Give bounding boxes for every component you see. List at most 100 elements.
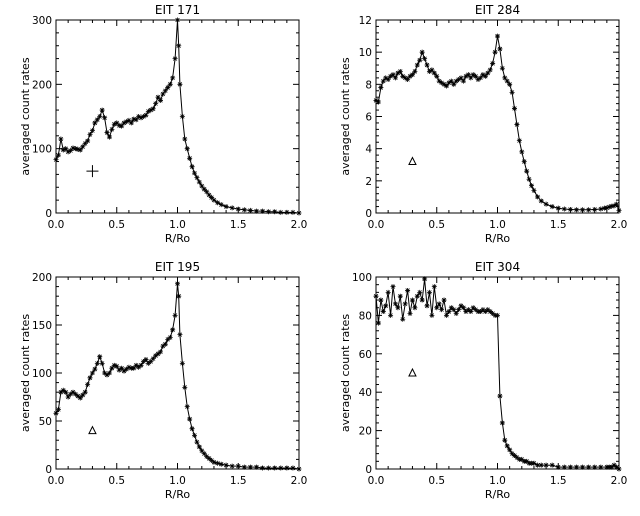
data-point-marker [388, 312, 394, 318]
data-point-marker [229, 205, 235, 211]
data-point-marker [383, 303, 389, 309]
x-axis-label: R/Ro [165, 488, 190, 501]
data-point-marker [77, 147, 83, 153]
data-point-marker [189, 426, 195, 432]
data-point-marker [414, 62, 420, 68]
data-point-marker [429, 312, 435, 318]
data-point-marker [477, 75, 483, 81]
data-point-marker [451, 81, 457, 87]
data-point-marker [448, 305, 454, 311]
data-point-marker [417, 289, 423, 295]
data-point-marker [170, 75, 176, 81]
y-tick-label: 0 [45, 208, 52, 220]
data-point-marker [85, 138, 91, 144]
plot-frame [375, 276, 620, 470]
data-point-marker [514, 122, 520, 128]
x-tick-label: 0.0 [48, 475, 65, 487]
x-tick-label: 1.5 [550, 219, 567, 231]
data-point-marker [592, 464, 598, 470]
data-point-marker [53, 410, 59, 416]
data-point-marker [573, 464, 579, 470]
data-point-marker [598, 464, 604, 470]
data-point-marker [426, 68, 432, 74]
data-point-marker [419, 297, 425, 303]
data-point-marker [417, 57, 423, 63]
data-point-marker [543, 462, 549, 468]
data-point-marker [616, 466, 622, 472]
data-point-marker [509, 451, 515, 457]
data-point-marker [104, 372, 110, 378]
y-tick-label: 20 [359, 426, 372, 438]
data-point-marker [138, 115, 144, 121]
data-point-marker [204, 189, 210, 195]
data-point-marker [385, 77, 391, 83]
data-point-marker [165, 336, 171, 342]
data-point-marker [436, 78, 442, 84]
data-point-marker [504, 78, 510, 84]
data-point-marker [184, 146, 190, 152]
y-tick-label: 60 [359, 349, 372, 361]
data-point-marker [519, 149, 525, 155]
data-point-marker [373, 293, 379, 299]
data-point-marker [209, 195, 215, 201]
data-point-marker [441, 297, 447, 303]
data-point-marker [247, 464, 253, 470]
data-point-marker [111, 121, 117, 127]
data-point-marker [375, 99, 381, 105]
data-point-marker [85, 382, 91, 388]
y-tick-label: 8 [365, 79, 372, 91]
y-tick-label: 0 [45, 464, 52, 476]
data-point-marker [145, 360, 151, 366]
data-point-marker [80, 144, 86, 150]
data-point-marker [128, 120, 134, 126]
data-point-marker [77, 395, 83, 401]
data-point-marker [543, 201, 549, 207]
data-point-marker [439, 80, 445, 86]
data-point-marker [218, 461, 224, 467]
data-point-marker [521, 159, 527, 165]
data-point-marker [388, 73, 394, 79]
data-point-marker [162, 88, 168, 94]
data-point-marker [407, 73, 413, 79]
data-point-marker [453, 78, 459, 84]
data-point-marker [516, 138, 522, 144]
data-point-marker [182, 384, 188, 390]
data-point-marker [235, 463, 241, 469]
data-point-marker [463, 309, 469, 315]
data-point-marker [167, 81, 173, 87]
data-point-marker [431, 70, 437, 76]
data-point-marker [165, 85, 171, 91]
data-point-marker [604, 205, 610, 211]
x-tick-label: 0.5 [108, 475, 125, 487]
data-point-marker [385, 289, 391, 295]
data-point-marker [480, 72, 486, 78]
data-point-marker [109, 126, 115, 132]
data-point-marker [114, 120, 120, 126]
data-point-marker [567, 464, 573, 470]
data-point-marker [456, 77, 462, 83]
data-point-marker [116, 367, 122, 373]
data-point-marker [555, 464, 561, 470]
data-point-marker [567, 206, 573, 212]
data-point-marker [378, 297, 384, 303]
data-point-marker [175, 281, 180, 287]
data-point-marker [189, 164, 195, 170]
data-point-marker [492, 49, 498, 55]
data-point-marker [72, 391, 78, 397]
y-tick-label: 4 [365, 144, 372, 156]
data-point-marker [561, 464, 567, 470]
y-tick-label: 40 [359, 387, 372, 399]
data-point-marker [209, 457, 215, 463]
data-point-marker [614, 201, 620, 207]
data-point-marker [241, 207, 247, 213]
data-point-marker [446, 309, 452, 315]
data-point-marker [380, 78, 386, 84]
data-point-marker [179, 114, 185, 119]
data-point-marker [260, 465, 266, 471]
data-point-marker [451, 307, 457, 313]
data-point-marker [260, 208, 266, 214]
data-point-marker [586, 207, 592, 213]
data-point-marker [514, 454, 520, 460]
data-point-marker [482, 309, 488, 315]
data-point-marker [400, 73, 406, 79]
